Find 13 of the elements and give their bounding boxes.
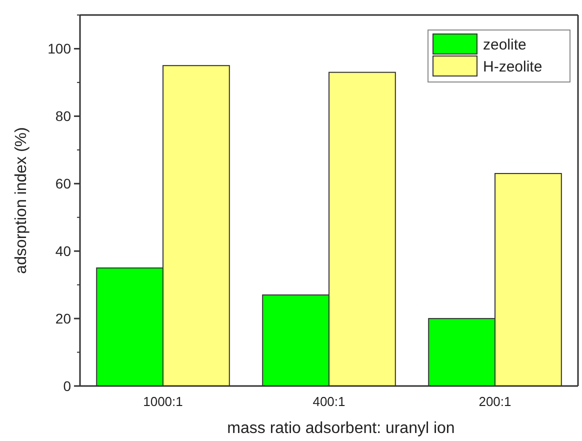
y-tick-label: 20 — [55, 310, 72, 326]
legend-label: zeolite — [483, 36, 526, 54]
y-tick-label: 40 — [55, 242, 72, 259]
x-tick-label: 200:1 — [478, 394, 512, 409]
y-tick-label: 100 — [48, 40, 72, 57]
y-tick-label: 0 — [63, 378, 72, 394]
y-tick-label: 80 — [55, 108, 72, 124]
x-axis-title: mass ratio adsorbent: uranyl ion — [227, 420, 455, 437]
x-tick-label: 400:1 — [312, 394, 346, 409]
y-axis-title: adsorption index (%) — [13, 127, 30, 274]
x-tick-label: 1000:1 — [143, 394, 183, 409]
legend-label: H-zeolite — [483, 58, 542, 76]
y-tick-label: 60 — [55, 176, 72, 192]
